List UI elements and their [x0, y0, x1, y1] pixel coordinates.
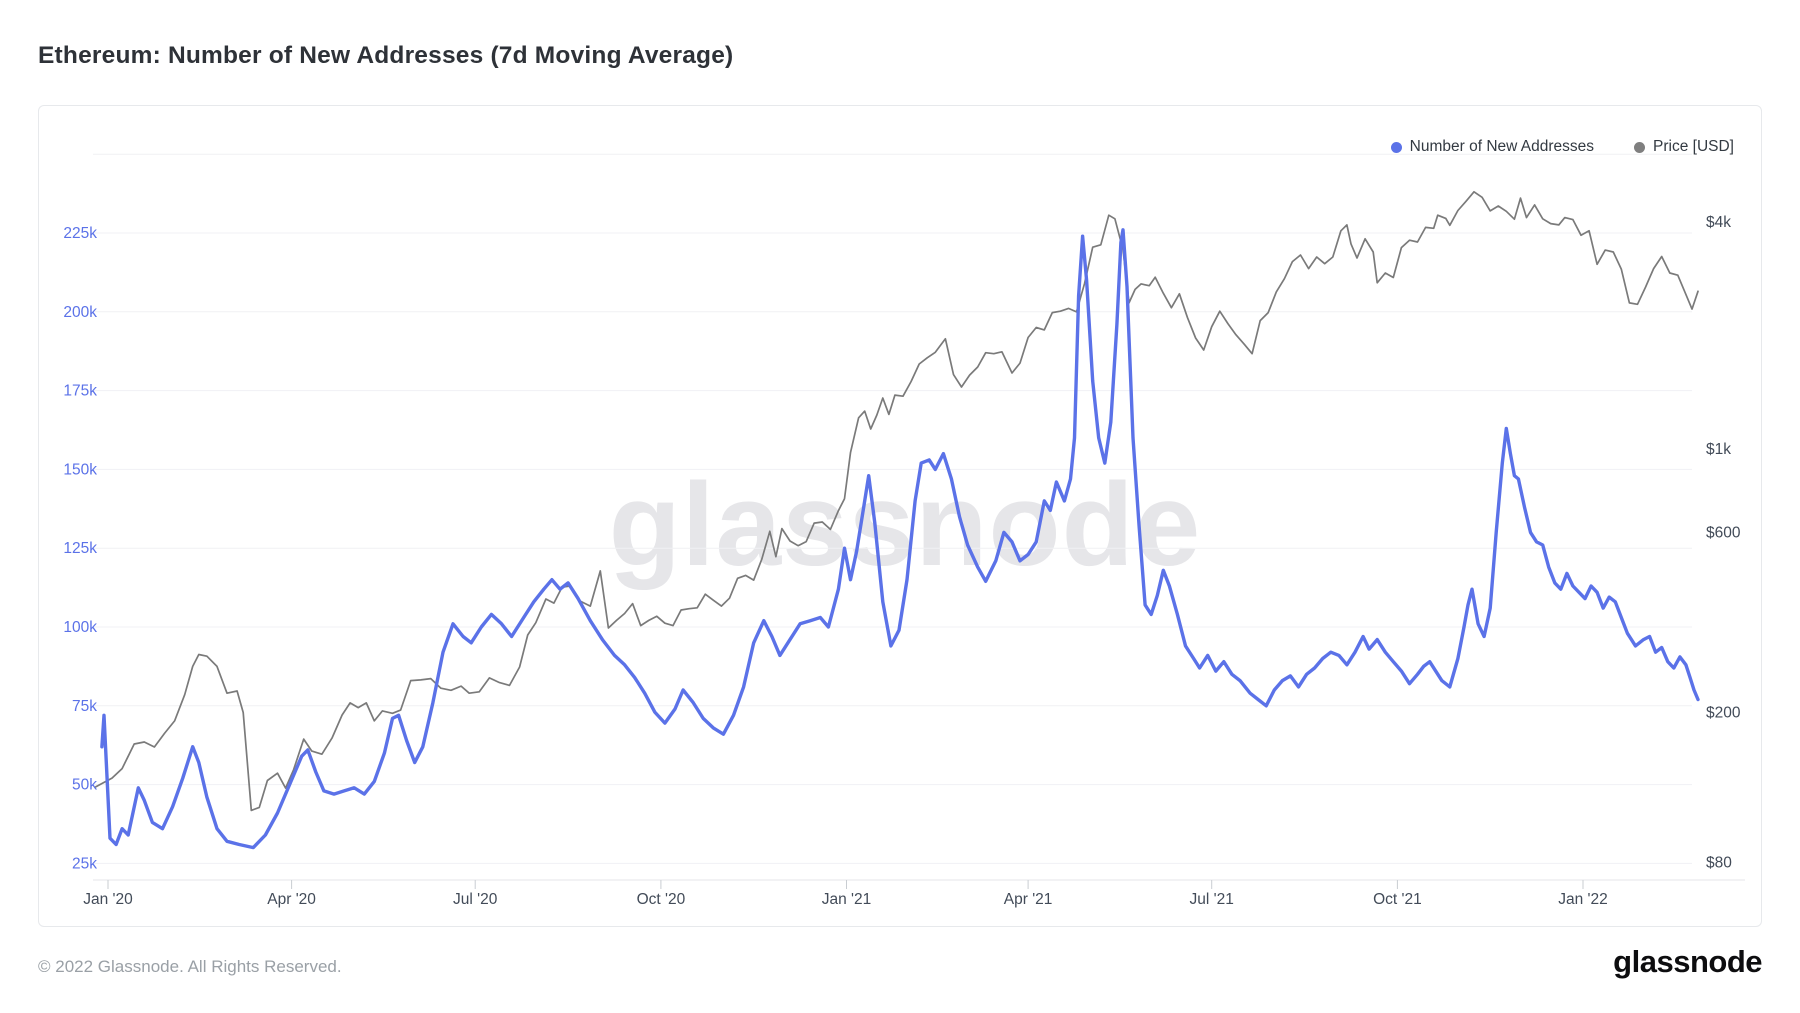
x-axis-tick-label: Jan '21	[822, 891, 872, 908]
y-axis-left-tick-label: 75k	[72, 698, 97, 715]
y-axis-left-tick-label: 175k	[63, 383, 97, 400]
x-axis-tick-label: Oct '20	[637, 891, 686, 908]
y-axis-left-tick-label: 150k	[63, 461, 97, 478]
x-axis-tick-label: Oct '21	[1373, 891, 1422, 908]
y-axis-right-tick-label: $200	[1706, 705, 1741, 722]
y-axis-left-tick-label: 125k	[63, 540, 97, 557]
y-axis-right-tick-label: $600	[1706, 525, 1741, 542]
glassnode-watermark: glassnode	[608, 459, 1202, 591]
y-axis-left-tick-label: 100k	[63, 619, 97, 636]
legend-label-new-addresses: Number of New Addresses	[1409, 138, 1595, 155]
page-title: Ethereum: Number of New Addresses (7d Mo…	[38, 42, 734, 69]
x-axis-tick-label: Jul '21	[1190, 891, 1234, 908]
y-axis-right-tick-label: $80	[1706, 855, 1732, 872]
glassnode-logo: glassnode	[1613, 944, 1762, 979]
y-axis-left-tick-label: 225k	[63, 225, 97, 242]
line-new-addresses	[100, 228, 1700, 850]
y-axis-left-tick-label: 200k	[63, 304, 97, 321]
x-axis-tick-label: Apr '20	[267, 891, 316, 908]
x-axis-tick-label: Jan '20	[83, 891, 133, 908]
line-price	[95, 190, 1699, 812]
legend-item-new-addresses[interactable]: Number of New Addresses	[1390, 138, 1595, 156]
y-axis-right-tick-label: $1k	[1706, 441, 1731, 458]
footer-copyright: © 2022 Glassnode. All Rights Reserved.	[38, 957, 342, 976]
y-axis-left-tick-label: 25k	[72, 855, 97, 872]
legend-label-price: Price [USD]	[1653, 138, 1734, 155]
x-axis-tick-label: Jan '22	[1558, 891, 1608, 908]
legend: Number of New Addresses Price [USD]	[1390, 138, 1734, 156]
legend-dot-price-icon	[1634, 141, 1646, 153]
y-axis-right-tick-label: $4k	[1706, 214, 1731, 231]
x-axis-tick-label: Apr '21	[1004, 891, 1053, 908]
legend-dot-new-addresses-icon	[1390, 141, 1402, 153]
x-axis-tick-label: Jul '20	[453, 891, 498, 908]
y-axis-left-tick-label: 50k	[72, 777, 97, 794]
legend-item-price[interactable]: Price [USD]	[1634, 138, 1734, 156]
